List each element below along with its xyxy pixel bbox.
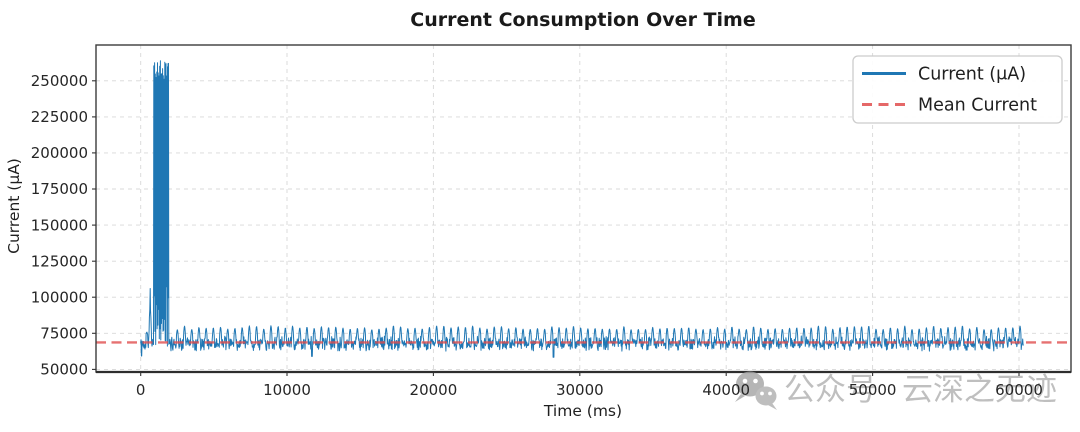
y-tick-label: 200000 bbox=[31, 144, 88, 162]
legend-label-current: Current (μA) bbox=[918, 65, 1026, 85]
y-tick-label: 50000 bbox=[40, 361, 88, 379]
y-tick-label: 225000 bbox=[31, 108, 88, 126]
legend: Current (μA) Mean Current bbox=[852, 55, 1063, 124]
y-tick-label: 175000 bbox=[31, 180, 88, 198]
x-tick-label: 60000 bbox=[995, 381, 1043, 399]
y-tick-label: 150000 bbox=[31, 216, 88, 234]
y-tick-label: 75000 bbox=[40, 325, 88, 343]
grid-lines bbox=[96, 45, 1071, 372]
x-tick-label: 20000 bbox=[410, 381, 458, 399]
x-tick-label: 30000 bbox=[556, 381, 604, 399]
y-tick-label: 100000 bbox=[31, 288, 88, 306]
x-tick-label: 0 bbox=[136, 381, 146, 399]
y-tick-label: 250000 bbox=[31, 72, 88, 90]
x-axis-label: Time (ms) bbox=[543, 402, 622, 420]
wechat-icon bbox=[735, 371, 777, 410]
series-current-line bbox=[140, 60, 1024, 358]
y-tick-label: 125000 bbox=[31, 252, 88, 270]
x-tick-label: 40000 bbox=[702, 381, 750, 399]
x-tick-label: 10000 bbox=[263, 381, 311, 399]
legend-label-mean: Mean Current bbox=[918, 96, 1037, 116]
axes-border bbox=[95, 44, 1072, 374]
tick-labels: 0 10000 20000 30000 40000 50000 60000 50000 7500… bbox=[31, 72, 1043, 399]
y-axis-label: Current (μA) bbox=[5, 158, 23, 254]
watermark: 公众号 云深之无迹 bbox=[735, 371, 1057, 410]
chart-title: Current Consumption Over Time bbox=[410, 9, 755, 31]
watermark-text-right: 云深之无迹 bbox=[902, 372, 1057, 408]
x-tick-label: 50000 bbox=[849, 381, 897, 399]
watermark-text-left: 公众号 bbox=[784, 372, 877, 408]
